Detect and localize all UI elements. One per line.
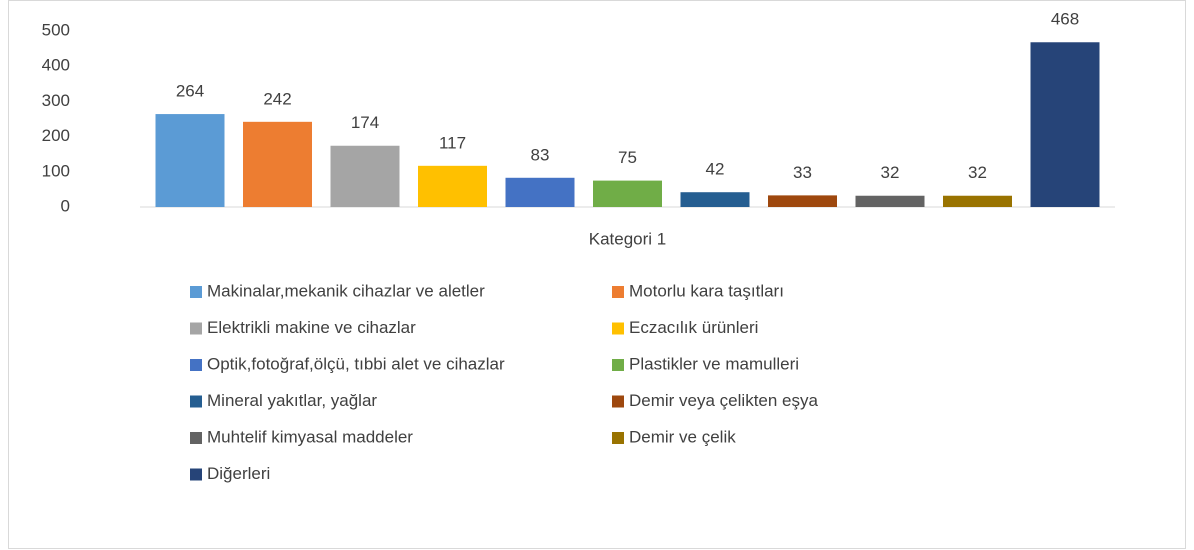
legend-swatch [190,286,202,298]
legend-swatch [190,359,202,371]
chart-frame [8,0,1186,549]
data-label: 32 [881,163,900,182]
data-label: 264 [176,82,204,101]
x-tick-label: Kategori 1 [589,229,667,248]
legend-swatch [190,468,202,481]
data-label: 117 [439,133,466,152]
bar [855,195,925,207]
data-label: 83 [531,145,550,164]
legend-swatch [612,432,624,444]
bar [943,195,1012,207]
legend-swatch [612,286,624,298]
bar [330,145,400,207]
y-tick-label: 500 [42,20,70,39]
legend-label: Elektrikli makine ve cihazlar [207,318,416,337]
data-label: 174 [351,113,379,132]
legend-label: Mineral yakıtlar, yağlar [207,391,377,410]
legend-label: Optik,fotoğraf,ölçü, tıbbi alet ve cihaz… [207,354,505,373]
legend-label: Makinalar,mekanik cihazlar ve aletler [207,281,485,300]
bar [680,192,750,207]
data-label: 75 [618,148,637,167]
y-tick-label: 200 [42,126,70,145]
bar [1030,42,1100,207]
y-tick-label: 100 [42,161,70,180]
data-label: 242 [263,89,291,108]
y-tick-label: 400 [42,56,70,75]
bar [155,114,225,207]
y-tick-label: 300 [42,91,70,110]
bar [768,195,837,207]
legend-label: Demir ve çelik [629,427,736,446]
legend-swatch [190,395,202,408]
legend-swatch [612,322,624,335]
data-label: 33 [793,163,812,182]
y-tick-label: 0 [61,196,70,215]
bar [593,180,662,207]
legend-label: Eczacılık ürünleri [629,318,758,337]
legend-swatch [612,395,624,408]
legend-swatch [612,359,624,371]
data-label: 42 [706,160,725,179]
legend-swatch [190,432,202,444]
legend-label: Diğerleri [207,464,270,483]
data-label: 468 [1051,10,1079,29]
legend-label: Muhtelif kimyasal maddeler [207,427,413,446]
legend-swatch [190,322,202,335]
bar [243,121,312,207]
legend-label: Demir veya çelikten eşya [629,391,819,410]
bar [505,177,575,207]
legend-label: Motorlu kara taşıtları [629,281,784,300]
legend-label: Plastikler ve mamulleri [629,354,799,373]
data-label: 32 [968,163,987,182]
bar [418,165,487,207]
